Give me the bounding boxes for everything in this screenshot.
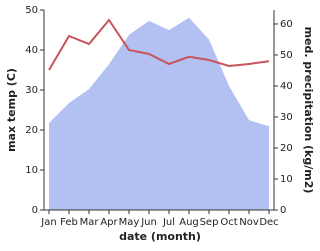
y-tick-label: 0 — [32, 205, 38, 216]
y-tick-label: 30 — [25, 85, 38, 96]
x-tick-label: Mar — [80, 217, 100, 228]
temperature-line — [48, 18, 270, 71]
y-tick-label: 40 — [25, 45, 38, 56]
x-tick-label: Dec — [259, 217, 278, 228]
x-tick-label: Jul — [162, 217, 175, 228]
x-tick-label: Oct — [220, 217, 237, 228]
y2-tick-label: 30 — [280, 112, 293, 123]
chart: date (month) max temp (C) med. precipita… — [5, 5, 315, 243]
y-tick-label: 10 — [25, 165, 38, 176]
y-tick-label: 50 — [25, 5, 38, 16]
y-axis-label: max temp (C) — [5, 68, 18, 152]
x-tick-label: May — [119, 217, 140, 228]
y-tick-label: 20 — [25, 125, 38, 136]
y2-tick-label: 40 — [280, 81, 293, 92]
precipitation-area — [49, 17, 269, 210]
y2-tick-label: 20 — [280, 143, 293, 154]
x-tick-label: Jan — [40, 217, 56, 228]
x-tick-label: Feb — [60, 217, 78, 228]
x-axis-label: date (month) — [119, 230, 201, 243]
x-tick-label: Jun — [140, 217, 157, 228]
x-tick-label: Nov — [239, 217, 259, 228]
y2-tick-label: 50 — [280, 50, 293, 61]
y2-tick-label: 10 — [280, 174, 293, 185]
x-tick-label: Aug — [179, 217, 199, 228]
y2-tick-label: 0 — [280, 205, 286, 216]
x-tick-label: Apr — [100, 217, 118, 228]
x-tick-label: Sep — [200, 217, 219, 228]
y2-tick-label: 60 — [280, 19, 293, 30]
y2-axis-label: med. precipitation (kg/m2) — [302, 27, 315, 194]
